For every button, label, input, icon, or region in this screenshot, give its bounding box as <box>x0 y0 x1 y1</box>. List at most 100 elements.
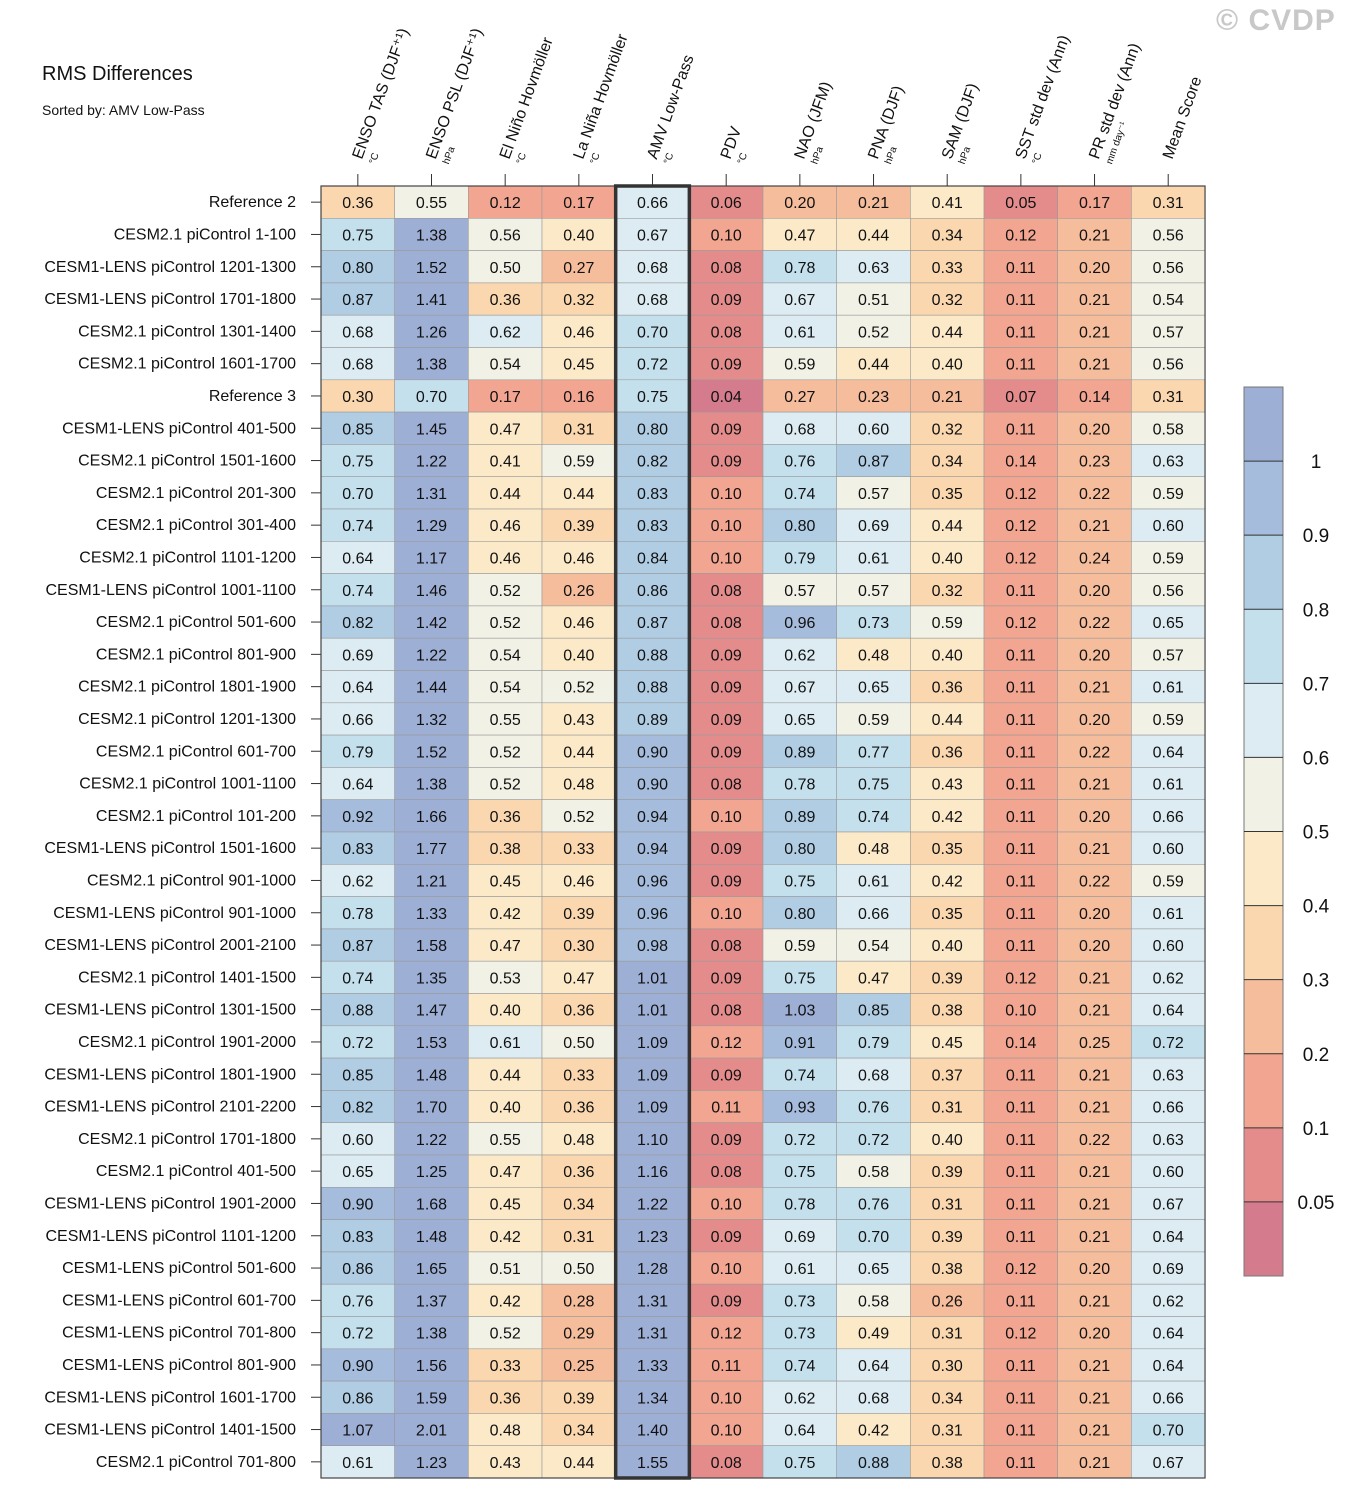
cell-value: 0.54 <box>490 680 521 697</box>
cell-value: 0.09 <box>711 873 742 890</box>
cell-value: 1.38 <box>416 357 447 374</box>
heatmap-cell <box>468 767 543 801</box>
heatmap-cell <box>320 1445 395 1479</box>
row-label: CESM1-LENS piControl 901-1000 <box>53 905 296 922</box>
heatmap-cell <box>836 960 911 994</box>
cell-value: 0.60 <box>1153 1164 1184 1181</box>
colorbar-swatch <box>1244 757 1283 832</box>
heatmap-cell <box>689 1025 764 1059</box>
cell-value: 0.34 <box>932 454 963 471</box>
cell-value: 0.36 <box>563 1100 594 1117</box>
heatmap-cell <box>689 1283 764 1317</box>
cell-value: 0.75 <box>784 1164 815 1181</box>
cell-value: 0.86 <box>342 1390 373 1407</box>
cell-value: 0.27 <box>563 260 594 277</box>
cell-value: 1.32 <box>416 712 447 729</box>
cell-value: 0.14 <box>1079 389 1110 406</box>
heatmap-cell <box>320 573 395 607</box>
heatmap-cell <box>394 863 469 897</box>
heatmap-cell <box>541 896 616 930</box>
cell-value: 0.55 <box>490 712 521 729</box>
cell-value: 0.56 <box>490 227 521 244</box>
cell-value: 0.21 <box>1079 1455 1110 1472</box>
colorbar-swatch <box>1244 979 1283 1054</box>
cell-value: 0.70 <box>342 486 373 503</box>
heatmap-cell <box>983 605 1059 639</box>
column-label: El Niño Hovmöller <box>497 35 557 162</box>
heatmap-cell <box>689 573 764 607</box>
heatmap-cell <box>762 1413 837 1447</box>
cell-value: 1.38 <box>416 227 447 244</box>
cell-value: 0.67 <box>1153 1196 1184 1213</box>
row-label: CESM1-LENS piControl 601-700 <box>62 1292 296 1309</box>
cell-value: 0.46 <box>563 550 594 567</box>
watermark: © CVDP <box>1216 4 1336 37</box>
heatmap-cell <box>394 314 469 348</box>
heatmap-cell <box>689 444 764 477</box>
cell-value: 0.33 <box>563 841 594 858</box>
cell-value: 0.62 <box>490 324 521 341</box>
cell-value: 0.64 <box>858 1358 889 1375</box>
heatmap-cell <box>541 670 616 704</box>
heatmap-cell <box>910 993 985 1027</box>
cell-value: 0.44 <box>932 518 963 535</box>
row-label: CESM1-LENS piControl 1601-1700 <box>44 1389 296 1406</box>
heatmap-cell <box>320 282 395 316</box>
cell-value: 0.21 <box>1079 1423 1110 1440</box>
cell-value: 0.11 <box>1006 421 1036 438</box>
cell-value: 0.52 <box>563 680 594 697</box>
heatmap-cell <box>468 185 543 219</box>
cell-value: 0.72 <box>1153 1035 1184 1052</box>
cell-value: 0.20 <box>1079 809 1110 826</box>
column-header: PDV°C <box>718 124 750 165</box>
heatmap-cell <box>1131 863 1206 897</box>
cell-value: 0.09 <box>711 1293 742 1310</box>
row-label: CESM1-LENS piControl 1201-1300 <box>44 259 296 276</box>
cell-value: 0.12 <box>1005 550 1036 567</box>
heatmap-cell <box>836 1445 911 1479</box>
heatmap-cell <box>541 799 616 833</box>
heatmap-cell <box>394 1025 469 1059</box>
cell-value: 0.21 <box>1079 292 1110 309</box>
cell-value: 0.54 <box>490 357 521 374</box>
heatmap-cell <box>983 185 1059 219</box>
cell-value: 0.30 <box>932 1358 963 1375</box>
cell-value: 0.57 <box>858 583 889 600</box>
cell-value: 0.21 <box>1079 1067 1110 1084</box>
cell-value: 0.63 <box>858 260 889 277</box>
cell-value: 0.39 <box>563 906 594 923</box>
heatmap-cell <box>615 1122 690 1156</box>
cell-value: 1.01 <box>637 970 668 987</box>
cell-value: 0.44 <box>490 1067 521 1084</box>
column-header: SAM (DJF)hPa <box>939 81 982 166</box>
heatmap-cell <box>836 444 911 477</box>
heatmap-cell <box>910 540 985 574</box>
heatmap-cell <box>468 1316 543 1350</box>
colorbar-label: 0.6 <box>1303 748 1329 769</box>
cell-value: 0.34 <box>932 1390 963 1407</box>
cell-value: 0.79 <box>342 744 373 761</box>
heatmap-cell <box>983 767 1059 801</box>
colorbar-label: 1 <box>1311 452 1322 473</box>
cell-value: 0.39 <box>932 1164 963 1181</box>
cell-value: 0.52 <box>490 583 521 600</box>
cell-value: 0.12 <box>1005 1326 1036 1343</box>
cell-value: 1.45 <box>416 421 447 438</box>
heatmap-cell <box>762 831 837 865</box>
heatmap-cell <box>1131 928 1206 962</box>
heatmap-cell <box>983 1251 1059 1285</box>
cell-value: 0.90 <box>342 1196 373 1213</box>
heatmap-cell <box>320 444 395 477</box>
cell-value: 0.09 <box>711 680 742 697</box>
cell-value: 0.65 <box>784 712 815 729</box>
heatmap-cell <box>1057 1187 1132 1220</box>
column-unit: °C <box>662 151 676 165</box>
cell-value: 0.09 <box>711 970 742 987</box>
cell-value: 0.34 <box>932 227 963 244</box>
cell-value: 0.35 <box>932 841 963 858</box>
heatmap-cell <box>983 1187 1059 1220</box>
heatmap-cell <box>1057 1445 1132 1479</box>
heatmap-cell <box>615 1283 690 1317</box>
heatmap-cell <box>394 540 469 574</box>
cell-value: 0.54 <box>490 647 521 664</box>
